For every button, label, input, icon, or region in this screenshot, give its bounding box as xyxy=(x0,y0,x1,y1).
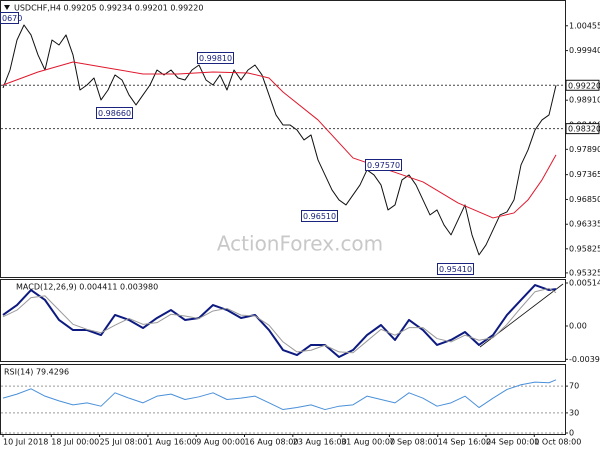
annotation-box xyxy=(365,159,402,171)
y-tick-label: 0 xyxy=(569,429,574,438)
macd-panel-frame xyxy=(0,279,566,362)
series-line xyxy=(2,379,557,411)
annotation-box xyxy=(197,52,234,64)
annotation-label: 0.95410 xyxy=(439,265,472,274)
x-tick-label: 25 Jul 08:00 xyxy=(100,438,148,447)
chart-title: USDCHF,H4 0.99205 0.99234 0.99201 0.9922… xyxy=(14,4,203,13)
watermark: ActionForex.com xyxy=(217,232,383,256)
x-tick-label: 18 Jul 00:00 xyxy=(51,438,99,447)
y-tick-label: 70 xyxy=(569,382,579,391)
annotation-label: 0.96510 xyxy=(303,212,336,221)
main-panel-frame xyxy=(0,0,566,278)
y-tick-label: 0.96850 xyxy=(569,195,600,204)
rsi-panel-frame xyxy=(0,364,566,435)
annotation-label: 0.98660 xyxy=(98,109,131,118)
y-tick-label: -0.003982 xyxy=(569,355,600,364)
background-layer: ActionForex.com xyxy=(1,84,565,434)
y-tick-label: 0.95825 xyxy=(569,244,600,253)
y-tick-label: 0.98910 xyxy=(569,96,600,105)
price-level-label: 0.98320 xyxy=(568,125,600,134)
x-tick-label: 7 Sep 08:00 xyxy=(389,438,437,447)
annotation-label: 0.97570 xyxy=(367,161,400,170)
x-tick-label: 24 Sep 00:00 xyxy=(486,438,539,447)
y-tick-label: 0.97365 xyxy=(569,170,600,179)
x-tick-label: 1 Oct 08:00 xyxy=(534,438,581,447)
annotation-label: 0670 xyxy=(2,14,22,23)
x-tick-label: 31 Aug 00:00 xyxy=(341,438,395,447)
y-tick-label: 0.005141 xyxy=(569,279,600,288)
series-line xyxy=(2,24,557,256)
y-tick-label: 0.00 xyxy=(569,322,587,331)
x-tick-label: 10 Jul 2018 xyxy=(3,438,48,447)
y-tick-label: 0.99940 xyxy=(569,46,600,55)
y-tick-label: 0.96335 xyxy=(569,220,600,229)
annotation-box xyxy=(96,107,133,119)
series-line xyxy=(2,287,557,354)
annotation-box xyxy=(437,263,474,275)
annotation-box xyxy=(0,12,19,24)
macd-title: MACD(12,26,9) 0.004411 0.003980 xyxy=(16,283,158,292)
price-level-box xyxy=(565,123,600,135)
rsi-title: RSI(14) 79.4296 xyxy=(4,368,69,377)
y-tick-label: 0.95325 xyxy=(569,268,600,277)
annotation-label: 0.99810 xyxy=(199,54,232,63)
y-tick-label: 0.97890 xyxy=(569,145,600,154)
x-tick-label: 14 Sep 16:00 xyxy=(438,438,491,447)
price-level-label: 0.99220 xyxy=(568,81,600,90)
price-level-box xyxy=(565,79,600,91)
y-tick-label: 30 xyxy=(569,408,579,417)
x-tick-label: 1 Aug 16:00 xyxy=(148,438,197,447)
x-tick-label: 23 Aug 16:00 xyxy=(293,438,347,447)
x-tick-label: 9 Aug 00:00 xyxy=(196,438,245,447)
x-tick-label: 16 Aug 08:00 xyxy=(245,438,299,447)
y-tick-label: 1.00455 xyxy=(569,21,600,30)
annotation-box xyxy=(301,210,338,222)
series-line xyxy=(2,61,557,219)
collapse-icon xyxy=(4,5,10,10)
